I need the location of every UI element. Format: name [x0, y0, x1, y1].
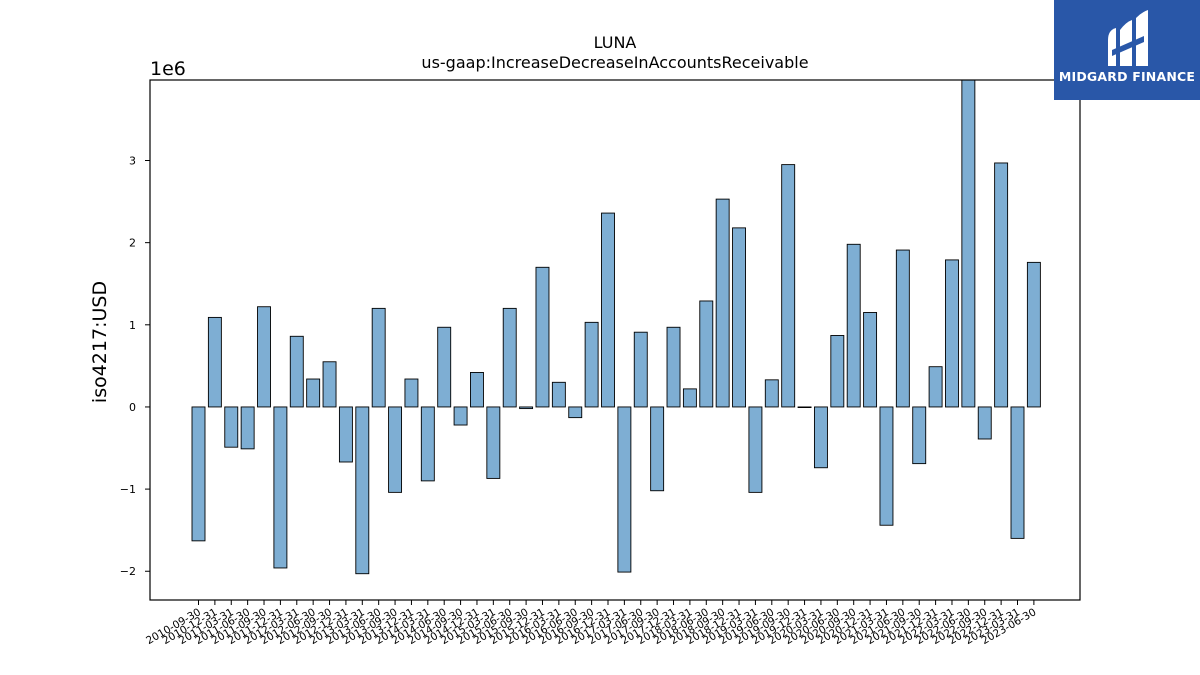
y-tick-label: 0: [129, 401, 136, 414]
bar: [912, 406, 927, 465]
bar: [650, 406, 665, 492]
bar: [568, 406, 583, 419]
bar: [732, 227, 746, 408]
y-tick-label: 1: [129, 319, 136, 332]
bar: [584, 321, 599, 408]
bar: [257, 306, 271, 408]
y-multiplier-label: 1e6: [150, 58, 186, 80]
bar: [846, 243, 861, 408]
bar: [388, 406, 403, 493]
x-axis-ticks: 2010-09-302010-12-312011-03-312011-06-30…: [144, 600, 1038, 647]
y-axis-label: iso4217:USD: [89, 281, 111, 403]
bar: [666, 326, 681, 408]
bar: [1010, 406, 1025, 539]
bar: [519, 406, 534, 410]
bar: [322, 361, 337, 408]
bar: [273, 406, 288, 569]
bar: [928, 366, 943, 408]
bar: [191, 406, 206, 542]
bar: [699, 300, 714, 408]
bar: [404, 378, 419, 408]
chart-title: LUNA: [594, 33, 637, 52]
logo-text: MIDGARD FINANCE: [1058, 69, 1196, 84]
plot-frame: [149, 79, 1081, 601]
bar: [371, 307, 386, 408]
bar: [420, 406, 435, 482]
bar: [486, 406, 501, 479]
midgard-logo-icon: [1054, 0, 1200, 100]
bar: [682, 388, 697, 408]
logo: MIDGARD FINANCE: [1054, 0, 1200, 100]
bar: [813, 406, 828, 469]
bar: [355, 406, 370, 575]
y-tick-label: 3: [129, 155, 136, 168]
bar: [830, 335, 845, 408]
bar: [1026, 261, 1041, 408]
y-tick-label: −2: [120, 565, 136, 578]
bar: [764, 379, 779, 408]
bar: [470, 372, 484, 408]
bar: [224, 406, 239, 448]
bar: [945, 259, 959, 408]
bar: [879, 406, 894, 526]
bar: [748, 406, 763, 493]
bar: [863, 312, 878, 408]
y-tick-label: 2: [129, 237, 136, 250]
bar: [797, 406, 812, 409]
bar: [994, 162, 1009, 408]
bar: [535, 266, 550, 408]
bar: [437, 326, 452, 408]
bar: [453, 406, 468, 426]
bar: [961, 79, 976, 408]
bar: [289, 335, 304, 408]
bar: [617, 406, 632, 573]
bar: [601, 212, 615, 408]
bar: [502, 307, 517, 408]
bars-group: [191, 79, 1041, 575]
y-tick-label: −1: [120, 483, 136, 496]
bar: [207, 316, 222, 408]
bar: [551, 381, 566, 408]
bar: [240, 406, 255, 450]
bar: [338, 406, 353, 463]
y-axis-ticks: −2 −1 0 1 2 3: [120, 155, 150, 578]
chart-subtitle: us-gaap:IncreaseDecreaseInAccountsReceiv…: [421, 53, 808, 72]
bar: [715, 198, 730, 408]
bar: [633, 331, 648, 408]
bar: [895, 249, 910, 408]
bar: [781, 164, 796, 408]
bar: [977, 406, 992, 440]
bar: [306, 378, 321, 408]
